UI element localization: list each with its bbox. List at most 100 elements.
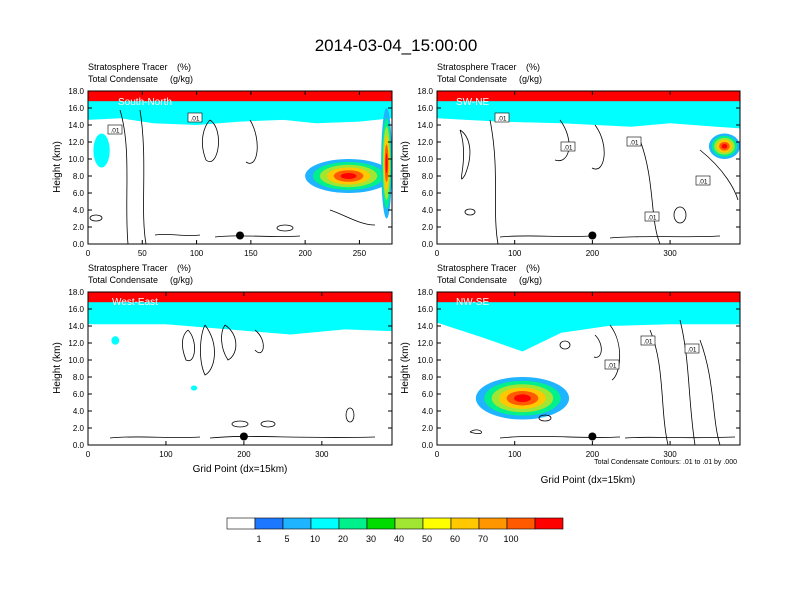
contour-note: Total Condensate Contours: .01 to .01 by… <box>594 459 737 466</box>
x-tick-label: 150 <box>244 249 258 258</box>
y-tick-label: 6.0 <box>422 189 434 198</box>
y-tick-label: 2.0 <box>422 424 434 433</box>
y-tick-label: 12.0 <box>68 339 84 348</box>
panel-header-tracer-name: Stratosphere Tracer <box>437 62 517 72</box>
contour-label-box <box>640 335 656 346</box>
colorbar-label: 70 <box>478 534 488 544</box>
panel-name-label: NW-SE <box>456 297 489 308</box>
contour-label: .01 <box>643 339 652 346</box>
plot-area-south-north: .01 .01 South-North 0 50 100 150 200 250 0.0 2.… <box>68 87 393 258</box>
x-axis-label: Grid Point (dx=15km) <box>193 464 288 475</box>
panel-header-tracer-name: Stratosphere Tracer <box>437 263 517 273</box>
y-tick-label: 0.0 <box>422 240 434 249</box>
tracer-band <box>437 91 740 102</box>
contour-line <box>345 407 355 423</box>
tracer-band <box>88 292 392 303</box>
panel-header-tracer-unit: (%) <box>526 263 540 273</box>
contour-line <box>591 124 605 170</box>
contour-line <box>109 435 376 439</box>
location-marker <box>588 432 597 441</box>
location-marker <box>239 432 248 441</box>
contour-labels: .01 .01 .01 .01 .01 <box>494 112 711 222</box>
x-tick-label: 300 <box>663 450 677 459</box>
x-tick-label: 250 <box>353 249 367 258</box>
y-tick-label: 18.0 <box>417 87 433 96</box>
x-axis: 0 50 100 150 200 250 <box>86 91 367 258</box>
x-axis: 0 100 200 300 <box>86 292 329 459</box>
panel-sw-ne: Stratosphere Tracer (%) Total Condensate… <box>400 62 741 258</box>
tracer-band <box>437 292 740 352</box>
contour-line <box>200 324 215 376</box>
plot-area-west-east: West-East 0 100 200 300 0.0 2.0 4.0 6.0 8.0 10.0… <box>68 288 393 459</box>
contour-line <box>609 324 621 381</box>
contour-line <box>276 224 294 232</box>
colorbar-label: 1 <box>256 534 261 544</box>
colorbar-swatch <box>254 517 284 530</box>
y-tick-label: 10.0 <box>417 155 433 164</box>
contour-line <box>499 436 736 439</box>
colorbar-label: 30 <box>366 534 376 544</box>
x-tick-label: 0 <box>435 450 440 459</box>
tracer-fill <box>88 91 393 219</box>
y-axis-label: Height (km) <box>52 342 63 394</box>
panel-name-label: SW-NE <box>456 97 489 108</box>
y-tick-label: 18.0 <box>68 288 84 297</box>
colorbar-label: 5 <box>284 534 289 544</box>
tracer-band <box>88 91 392 102</box>
plot-frame <box>87 291 393 446</box>
x-tick-label: 0 <box>86 450 91 459</box>
contour-line <box>699 149 739 201</box>
panel-header-tracer-unit: (%) <box>177 263 191 273</box>
colorbar-swatch <box>534 517 564 530</box>
contour-line <box>260 420 276 428</box>
contour-label-box <box>494 112 510 123</box>
contour-labels: .01 .01 .01 <box>604 335 700 370</box>
x-tick-label: 200 <box>586 249 600 258</box>
y-tick-label: 16.0 <box>417 104 433 113</box>
y-tick-label: 0.0 <box>73 240 85 249</box>
colorbar-swatch <box>422 517 452 530</box>
condensate-contours <box>89 109 376 245</box>
tracer-fill <box>437 292 740 420</box>
y-axis: 0.0 2.0 4.0 6.0 8.0 10.0 12.0 14.0 16.0 18.0 <box>68 87 392 249</box>
y-tick-label: 12.0 <box>417 138 433 147</box>
contour-line <box>699 339 721 446</box>
contour-line <box>139 109 147 245</box>
contour-label: .01 <box>698 179 707 186</box>
tracer-feature <box>721 143 728 149</box>
y-tick-label: 8.0 <box>73 373 85 382</box>
panel-nw-se: Stratosphere Tracer (%) Total Condensate… <box>400 263 741 486</box>
x-tick-label: 300 <box>663 249 677 258</box>
x-axis: 0 100 200 300 <box>435 292 677 459</box>
contour-label-box <box>695 175 711 186</box>
contour-line <box>119 109 129 245</box>
y-tick-label: 2.0 <box>73 223 85 232</box>
contour-label: .01 <box>190 116 199 123</box>
x-axis-label: Grid Point (dx=15km) <box>541 475 636 486</box>
x-tick-label: 50 <box>138 249 147 258</box>
x-tick-label: 100 <box>159 450 173 459</box>
condensate-contours <box>459 119 739 245</box>
colorbar-swatch <box>282 517 312 530</box>
contour-line <box>89 214 103 222</box>
y-tick-label: 4.0 <box>422 407 434 416</box>
contour-line <box>231 420 249 428</box>
panel-south-north: Stratosphere Tracer (%) Total Condensate… <box>52 62 393 258</box>
contour-line <box>221 324 237 361</box>
panel-header-tracer-unit: (%) <box>177 62 191 72</box>
contour-line <box>673 206 687 224</box>
y-tick-label: 2.0 <box>422 223 434 232</box>
y-tick-label: 10.0 <box>68 155 84 164</box>
y-tick-label: 6.0 <box>422 390 434 399</box>
tracer-feature <box>340 172 357 180</box>
y-tick-label: 6.0 <box>73 189 85 198</box>
y-tick-label: 18.0 <box>68 87 84 96</box>
contour-line <box>679 319 696 446</box>
y-tick-label: 16.0 <box>68 305 84 314</box>
colorbar-label: 10 <box>310 534 320 544</box>
tracer-band <box>88 292 392 335</box>
contour-line <box>489 119 499 245</box>
panel-header-tracer-unit: (%) <box>526 62 540 72</box>
x-tick-label: 200 <box>298 249 312 258</box>
y-axis: 0.0 2.0 4.0 6.0 8.0 10.0 12.0 14.0 16.0 18.0 <box>68 288 392 450</box>
